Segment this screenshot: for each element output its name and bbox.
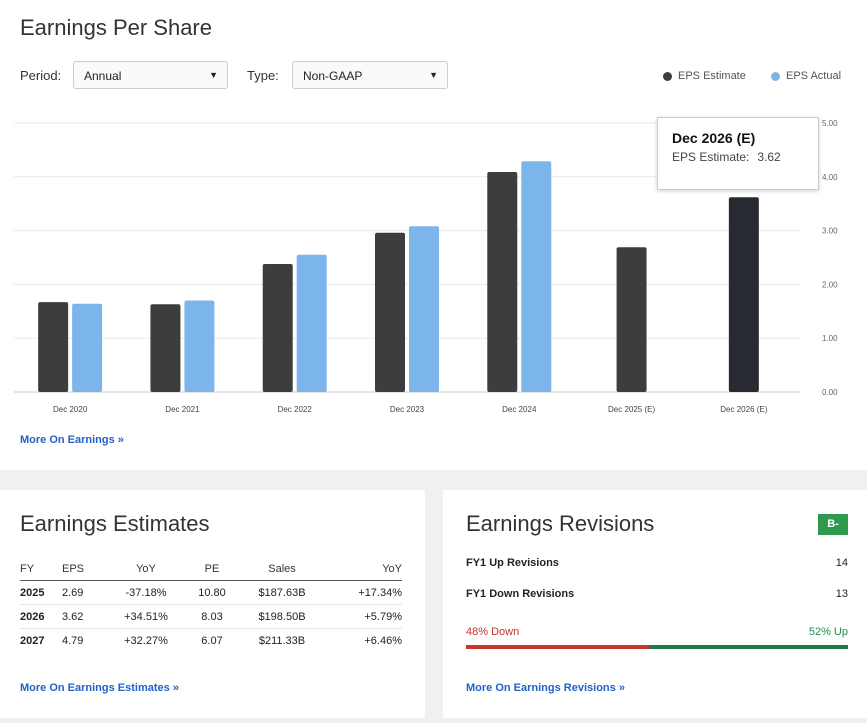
down-revisions-value: 13 xyxy=(835,588,848,600)
revisions-grade-badge: B- xyxy=(818,514,848,535)
legend-label-estimate: EPS Estimate xyxy=(678,70,746,82)
type-label: Type: xyxy=(247,68,279,83)
eps-bar-chart: 0.00 1.00 2.00 3.00 4.00 5.00 Dec 2020 Dec 2021… xyxy=(14,119,838,414)
table-header-row: FY EPS YoY PE Sales YoY xyxy=(20,557,402,581)
cell-eps: 2.69 xyxy=(62,580,110,605)
bar-eps-estimate xyxy=(616,247,647,392)
revision-split-labels: 48% Down 52% Up xyxy=(466,626,848,638)
legend-label-actual: EPS Actual xyxy=(786,70,842,82)
down-pct-label: 48% Down xyxy=(466,626,520,638)
cell-eps: 4.79 xyxy=(62,634,84,647)
y-tick-label: 1.00 xyxy=(822,334,838,343)
more-on-earnings-revisions-link[interactable]: More On Earnings Revisions » xyxy=(466,682,625,694)
cell-pe: 10.80 xyxy=(182,580,242,605)
down-revisions-row: FY1 Down Revisions 13 xyxy=(466,588,848,600)
table-row: 2026 3.62 +34.51% 8.03 $198.50B +5.79% xyxy=(20,604,402,629)
cell-sales-yoy: +6.46% xyxy=(364,634,402,647)
cell-yoy: -37.18% xyxy=(110,580,182,605)
tooltip-label: EPS Estimate: xyxy=(672,150,750,164)
legend-eps-actual[interactable]: EPS Actual xyxy=(771,70,841,82)
revisions-panel xyxy=(443,490,867,718)
cell-sales: $198.50B xyxy=(242,604,322,629)
cell-sales: $187.63B xyxy=(242,580,322,605)
col-eps: EPS xyxy=(62,557,110,581)
bar-eps-estimate xyxy=(728,197,759,392)
bar-eps-estimate xyxy=(487,171,518,392)
cell-eps: 3.62 xyxy=(62,604,110,629)
tooltip-title: Dec 2026 (E) xyxy=(672,130,756,146)
period-select-value: Annual xyxy=(84,69,122,83)
cell-yoy: +32.27% xyxy=(124,634,168,647)
split-bar-down xyxy=(466,645,650,649)
x-tick-label: Dec 2024 xyxy=(502,405,537,414)
bar-eps-estimate xyxy=(38,302,69,392)
table-row: 2027 4.79 +32.27% 6.07 $211.33B +6.46% xyxy=(20,629,402,653)
col-pe: PE xyxy=(182,557,242,581)
cell-sales-yoy: +5.79% xyxy=(322,604,402,629)
chart-tooltip: Dec 2026 (E) EPS Estimate: 3.62 xyxy=(657,117,819,190)
up-pct-label: 52% Up xyxy=(808,626,848,638)
legend-dot-estimate-icon xyxy=(663,71,672,81)
period-select[interactable]: Annual ▼ xyxy=(73,61,228,89)
up-revisions-label: FY1 Up Revisions xyxy=(466,557,559,569)
col-sales-yoy: YoY xyxy=(322,557,402,581)
col-fy: FY xyxy=(20,557,62,581)
col-yoy: YoY xyxy=(110,557,182,581)
cell-fy: 2027 xyxy=(20,634,45,647)
bar-eps-actual xyxy=(184,300,215,392)
y-tick-label: 5.00 xyxy=(822,119,838,128)
split-bar-up xyxy=(649,645,848,649)
revision-split-bar xyxy=(466,645,848,649)
legend-dot-actual-icon xyxy=(771,71,780,81)
eps-title: Earnings Per Share xyxy=(20,15,212,40)
cell-fy: 2026 xyxy=(20,604,62,629)
estimates-table: FY EPS YoY PE Sales YoY 2025 2.69 -37.18… xyxy=(20,557,402,653)
cell-sales-yoy: +17.34% xyxy=(322,580,402,605)
x-tick-label: Dec 2020 xyxy=(53,405,88,414)
bar-eps-actual xyxy=(521,161,552,392)
cell-yoy: +34.51% xyxy=(110,604,182,629)
bar-eps-actual xyxy=(409,226,439,392)
y-tick-label: 0.00 xyxy=(822,388,838,397)
tooltip-value: 3.62 xyxy=(757,150,781,164)
x-tick-label: Dec 2021 xyxy=(165,405,200,414)
bar-eps-actual xyxy=(72,303,103,392)
cell-sales: $211.33B xyxy=(258,634,306,647)
cell-fy: 2025 xyxy=(20,580,62,605)
table-row: 2025 2.69 -37.18% 10.80 $187.63B +17.34% xyxy=(20,580,402,605)
up-revisions-row: FY1 Up Revisions 14 xyxy=(466,557,848,569)
type-select-value: Non-GAAP xyxy=(303,69,363,83)
x-tick-label: Dec 2023 xyxy=(390,405,425,414)
y-tick-label: 2.00 xyxy=(822,280,838,289)
legend-eps-estimate[interactable]: EPS Estimate xyxy=(663,70,746,82)
bar-eps-estimate xyxy=(262,263,293,392)
x-tick-label: Dec 2026 (E) xyxy=(720,405,767,414)
y-tick-label: 3.00 xyxy=(822,227,838,236)
bar-eps-actual xyxy=(296,254,327,392)
estimates-title: Earnings Estimates xyxy=(20,511,210,536)
chevron-down-icon: ▼ xyxy=(209,70,218,80)
more-on-earnings-link[interactable]: More On Earnings » xyxy=(20,434,124,446)
bar-eps-estimate xyxy=(150,304,181,392)
y-tick-label: 4.00 xyxy=(822,173,838,182)
more-on-earnings-estimates-link[interactable]: More On Earnings Estimates » xyxy=(20,682,179,694)
cell-pe: 8.03 xyxy=(182,604,242,629)
col-sales: Sales xyxy=(242,557,322,581)
up-revisions-value: 14 xyxy=(835,557,848,569)
tooltip-row: EPS Estimate: 3.62 xyxy=(672,150,804,164)
x-tick-label: Dec 2022 xyxy=(278,405,313,414)
x-tick-label: Dec 2025 (E) xyxy=(608,405,655,414)
down-revisions-label: FY1 Down Revisions xyxy=(466,588,575,600)
bar-eps-estimate xyxy=(375,232,405,392)
cell-pe: 6.07 xyxy=(201,634,223,647)
chevron-down-icon: ▼ xyxy=(429,70,438,80)
type-select[interactable]: Non-GAAP ▼ xyxy=(292,61,448,89)
period-label: Period: xyxy=(20,68,62,83)
revisions-title: Earnings Revisions xyxy=(466,511,655,536)
